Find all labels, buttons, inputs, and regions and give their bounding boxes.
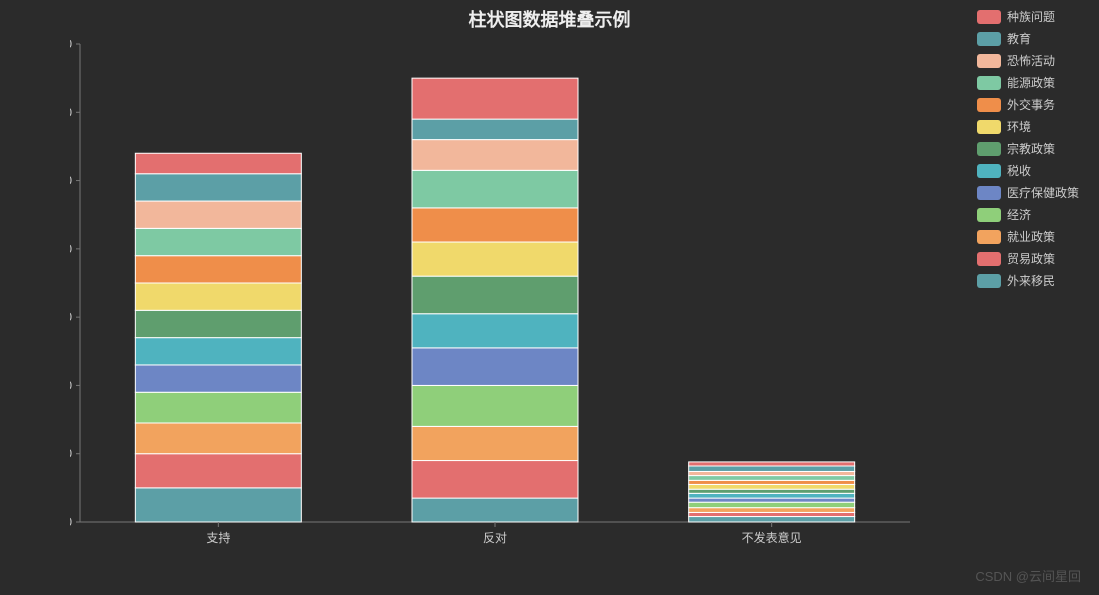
bar-segment[interactable]: [689, 489, 855, 493]
bar-segment[interactable]: [412, 498, 578, 522]
legend-item[interactable]: 外来移民: [977, 270, 1079, 292]
legend-item[interactable]: 能源政策: [977, 72, 1079, 94]
bar-segment[interactable]: [689, 512, 855, 516]
legend-label: 外交事务: [1007, 94, 1055, 117]
x-category-label: 反对: [483, 531, 507, 545]
legend-label: 税收: [1007, 160, 1031, 183]
legend-label: 就业政策: [1007, 226, 1055, 249]
legend: 种族问题教育恐怖活动能源政策外交事务环境宗教政策税收医疗保健政策经济就业政策贸易…: [977, 6, 1079, 292]
x-category-label: 不发表意见: [742, 530, 802, 545]
bar-segment[interactable]: [689, 480, 855, 484]
legend-swatch: [977, 98, 1001, 112]
legend-item[interactable]: 贸易政策: [977, 248, 1079, 270]
bar-segment[interactable]: [689, 462, 855, 466]
bar-segment[interactable]: [135, 454, 301, 488]
bar-segment[interactable]: [412, 385, 578, 426]
bar-segment[interactable]: [412, 170, 578, 208]
legend-item[interactable]: 税收: [977, 160, 1079, 182]
bar-segment[interactable]: [412, 242, 578, 276]
bar-segment[interactable]: [689, 498, 855, 502]
legend-item[interactable]: 教育: [977, 28, 1079, 50]
legend-swatch: [977, 186, 1001, 200]
legend-swatch: [977, 76, 1001, 90]
chart-plot: 0 100 200 300 400 500 600 700 支持 反对 不发表意见: [70, 40, 920, 550]
bar-segment[interactable]: [135, 310, 301, 337]
legend-label: 教育: [1007, 28, 1031, 51]
bar-segment[interactable]: [412, 78, 578, 119]
legend-label: 宗教政策: [1007, 138, 1055, 161]
legend-item[interactable]: 就业政策: [977, 226, 1079, 248]
y-tick-label: 100: [70, 447, 72, 461]
bar-segment[interactable]: [135, 256, 301, 283]
legend-label: 种族问题: [1007, 6, 1055, 29]
bar-segment[interactable]: [135, 423, 301, 454]
legend-label: 医疗保健政策: [1007, 182, 1079, 205]
bar-segment[interactable]: [412, 314, 578, 348]
bar-segment[interactable]: [412, 461, 578, 499]
x-category-label: 支持: [206, 530, 230, 545]
legend-label: 能源政策: [1007, 72, 1055, 95]
bar-segment[interactable]: [689, 508, 855, 513]
legend-swatch: [977, 164, 1001, 178]
legend-item[interactable]: 外交事务: [977, 94, 1079, 116]
bar-segment[interactable]: [135, 201, 301, 228]
legend-item[interactable]: 恐怖活动: [977, 50, 1079, 72]
bar-segment[interactable]: [135, 488, 301, 522]
legend-swatch: [977, 10, 1001, 24]
legend-swatch: [977, 120, 1001, 134]
bar-segment[interactable]: [689, 502, 855, 507]
bar-segment[interactable]: [135, 392, 301, 423]
bar-segment[interactable]: [135, 338, 301, 365]
bar-segment[interactable]: [689, 476, 855, 481]
legend-item[interactable]: 宗教政策: [977, 138, 1079, 160]
bar-segment[interactable]: [412, 208, 578, 242]
bar-segment[interactable]: [689, 471, 855, 475]
legend-item[interactable]: 环境: [977, 116, 1079, 138]
legend-label: 外来移民: [1007, 270, 1055, 293]
bar-segment[interactable]: [412, 140, 578, 171]
bar-segment[interactable]: [689, 484, 855, 489]
legend-item[interactable]: 种族问题: [977, 6, 1079, 28]
bar-segment[interactable]: [412, 348, 578, 386]
bar-segment[interactable]: [412, 119, 578, 139]
legend-swatch: [977, 142, 1001, 156]
bar-segment[interactable]: [412, 276, 578, 314]
bar-segment[interactable]: [135, 283, 301, 310]
legend-label: 恐怖活动: [1007, 50, 1055, 73]
y-tick-label: 700: [70, 40, 72, 51]
y-tick-label: 0: [70, 515, 72, 529]
legend-item[interactable]: 医疗保健政策: [977, 182, 1079, 204]
legend-label: 贸易政策: [1007, 248, 1055, 271]
y-tick-label: 500: [70, 174, 72, 188]
y-tick-label: 300: [70, 310, 72, 324]
y-tick-label: 600: [70, 105, 72, 119]
watermark: CSDN @云间星回: [975, 566, 1081, 585]
bar-segment[interactable]: [135, 153, 301, 173]
legend-label: 环境: [1007, 116, 1031, 139]
bar-segment[interactable]: [135, 174, 301, 201]
legend-swatch: [977, 252, 1001, 266]
y-tick-label: 200: [70, 378, 72, 392]
legend-swatch: [977, 32, 1001, 46]
bar-segment[interactable]: [689, 517, 855, 522]
bar-segment[interactable]: [135, 228, 301, 255]
legend-item[interactable]: 经济: [977, 204, 1079, 226]
legend-label: 经济: [1007, 204, 1031, 227]
legend-swatch: [977, 274, 1001, 288]
legend-swatch: [977, 230, 1001, 244]
bar-segment[interactable]: [689, 466, 855, 471]
chart-title: 柱状图数据堆叠示例: [0, 6, 1099, 32]
bar-segment[interactable]: [689, 493, 855, 498]
bar-segment[interactable]: [135, 365, 301, 392]
legend-swatch: [977, 208, 1001, 222]
y-tick-label: 400: [70, 242, 72, 256]
bar-segment[interactable]: [412, 426, 578, 460]
legend-swatch: [977, 54, 1001, 68]
